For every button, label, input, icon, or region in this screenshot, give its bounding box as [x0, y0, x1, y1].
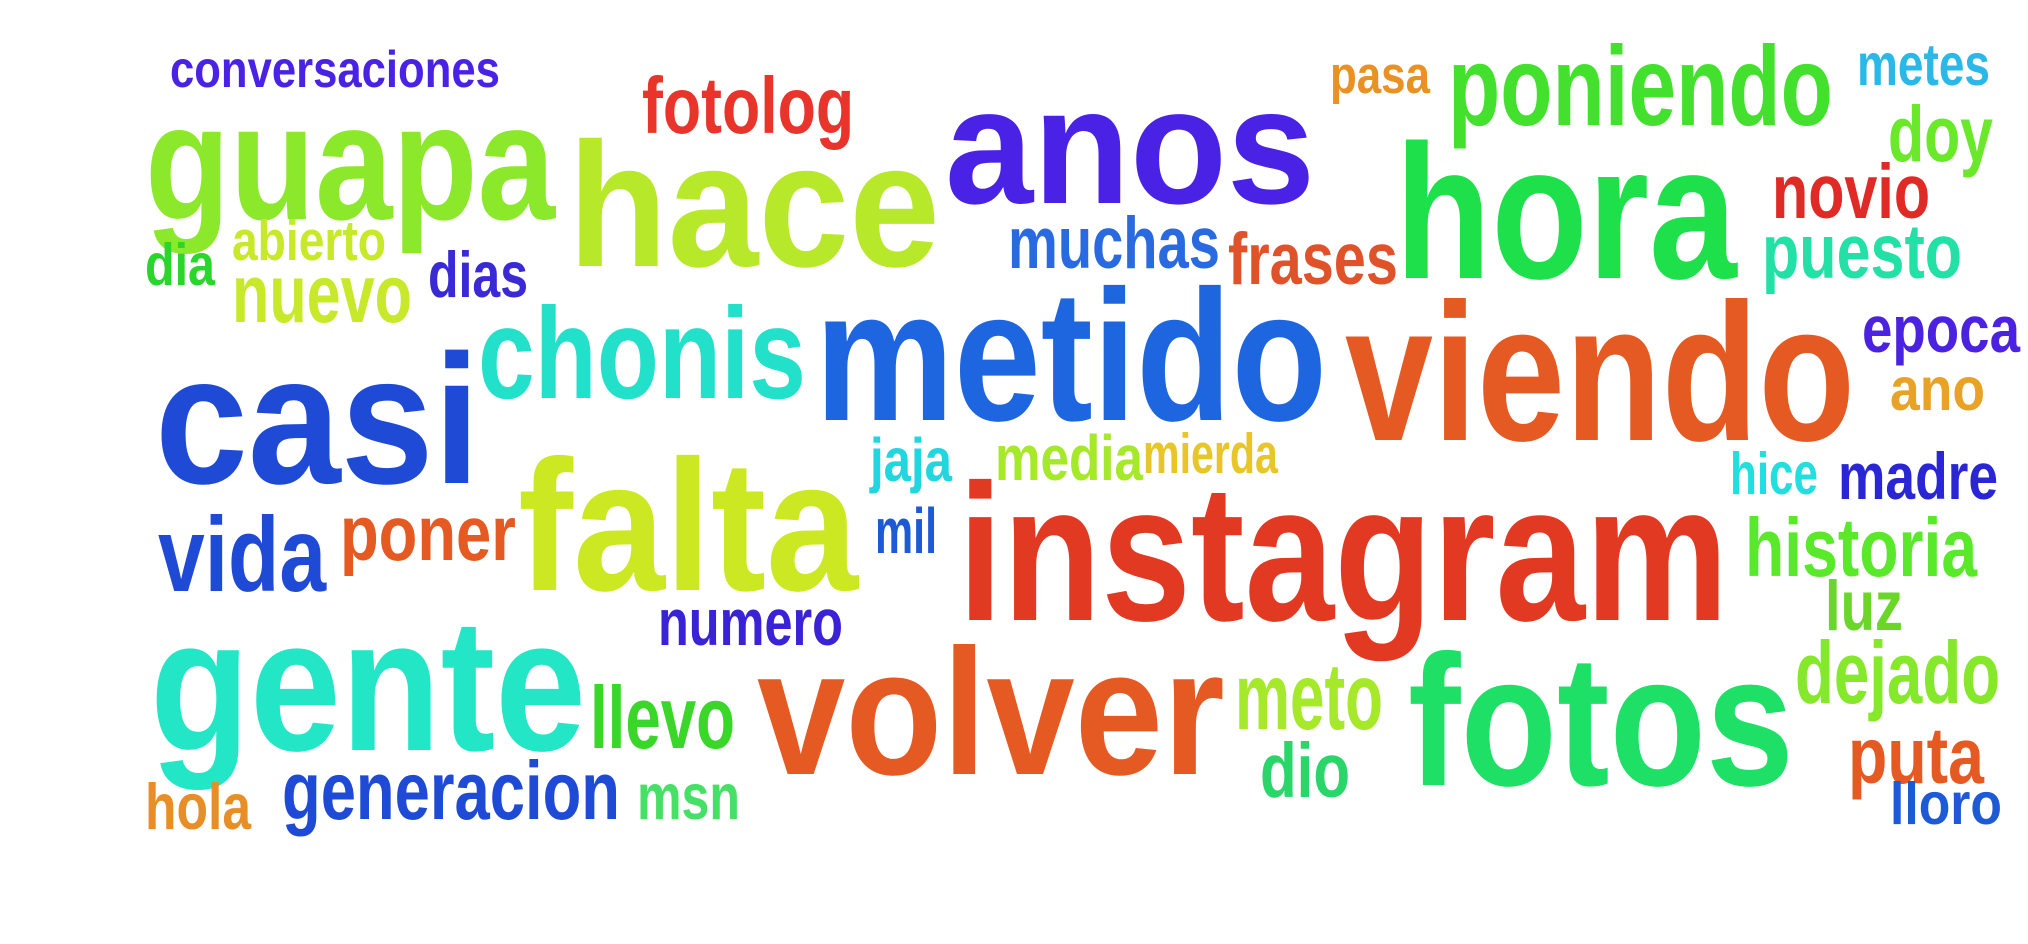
word-hola: hola [145, 770, 252, 844]
word-dejado: dejado [1795, 623, 2001, 723]
word-chonis: chonis [478, 280, 806, 427]
word-metido: metido [815, 250, 1327, 460]
word-numero: numero [658, 586, 843, 661]
word-novio: novio [1772, 149, 1931, 235]
word-hice: hice [1730, 440, 1818, 507]
word-viendo: viendo [1345, 262, 1856, 482]
word-epoca: epoca [1862, 293, 2020, 368]
word-vida: vida [158, 495, 327, 615]
word-abierto: abierto [232, 209, 386, 273]
word-media: media [995, 423, 1143, 495]
word-volver: volver [757, 612, 1225, 813]
word-luz: luz [1825, 566, 1903, 646]
word-nuevo: nuevo [232, 247, 412, 341]
word-guapa: guapa [145, 70, 556, 256]
word-poniendo: poniendo [1448, 23, 1833, 151]
word-puesto: puesto [1762, 209, 1963, 295]
word-llevo: llevo [590, 668, 736, 768]
word-ano: ano [1890, 354, 1985, 424]
word-falta: falta [518, 420, 858, 630]
word-hora: hora [1395, 105, 1737, 320]
word-gente: gente [150, 580, 587, 792]
word-muchas: muchas [1008, 202, 1220, 285]
word-doy: doy [1888, 88, 1994, 178]
word-fotos: fotos [1408, 615, 1794, 825]
word-metes: metes [1857, 31, 1991, 98]
word-dia: dia [145, 231, 215, 298]
word-fotolog: fotolog [642, 60, 855, 151]
word-madre: madre [1838, 440, 1999, 515]
word-mil: mil [875, 496, 938, 568]
word-dias: dias [428, 238, 528, 312]
word-pasa: pasa [1330, 45, 1430, 105]
word-jaja: jaja [870, 425, 953, 495]
word-msn: msn [637, 760, 741, 834]
word-mierda: mierda [1143, 422, 1278, 486]
word-generacion: generacion [282, 744, 620, 838]
word-instagram: instagram [958, 444, 1729, 662]
word-meto: meto [1235, 644, 1383, 750]
word-poner: poner [340, 488, 516, 577]
word-lloro: lloro [1890, 770, 2002, 837]
word-anos: anos [945, 54, 1316, 240]
word-historia: historia [1745, 501, 1978, 595]
word-casi: casi [155, 316, 480, 523]
word-dio: dio [1260, 728, 1351, 814]
word-puta: puta [1848, 710, 1984, 801]
word-frases: frases [1228, 218, 1398, 301]
word-hace: hace [568, 105, 940, 304]
word-conversaciones: conversaciones [170, 39, 500, 98]
